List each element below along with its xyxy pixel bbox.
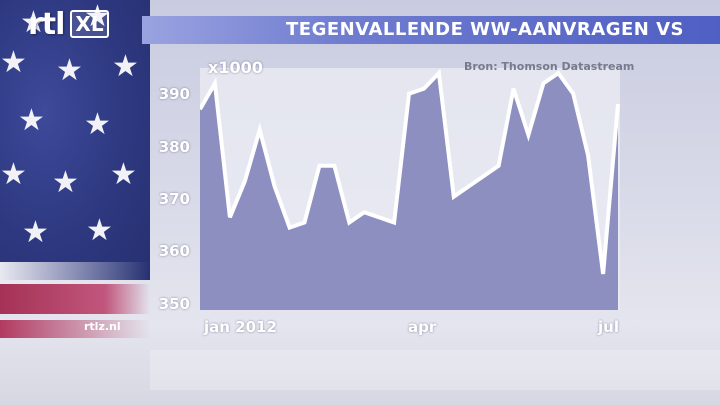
y-tick-label: 390 (158, 85, 190, 103)
logo-xl-badge: XL (70, 10, 109, 38)
flag-stripe-white (0, 262, 150, 284)
star-icon: ★ (0, 45, 27, 80)
y-tick-label: 380 (158, 138, 190, 156)
star-icon: ★ (84, 107, 111, 142)
series-area (200, 73, 618, 310)
background-stripe (150, 350, 720, 390)
y-axis-unit-label: x1000 (208, 58, 263, 77)
footer-bar (0, 320, 150, 338)
star-icon: ★ (110, 157, 137, 192)
y-tick-label: 370 (158, 190, 190, 208)
star-icon: ★ (20, 5, 47, 40)
chart-title: TEGENVALLENDE WW-AANVRAGEN VS (286, 19, 684, 40)
y-tick-label: 350 (158, 295, 190, 313)
x-tick-label: jul (598, 318, 619, 336)
star-icon: ★ (22, 215, 49, 250)
title-bar: TEGENVALLENDE WW-AANVRAGEN VS (142, 16, 720, 44)
x-tick-label: jan 2012 (204, 318, 277, 336)
logo-rtl-text: rtl (28, 6, 65, 42)
site-url-label[interactable]: rtlz.nl (84, 320, 121, 333)
star-icon: ★ (86, 213, 113, 248)
star-icon: ★ (84, 0, 111, 34)
star-icon: ★ (52, 165, 79, 200)
flag-stripe-red (0, 284, 150, 314)
chart-plot (200, 68, 620, 310)
chart-panel (200, 68, 620, 310)
star-icon: ★ (0, 157, 27, 192)
y-tick-label: 360 (158, 242, 190, 260)
x-tick-label: apr (408, 318, 437, 336)
source-label: Bron: Thomson Datastream (464, 60, 635, 73)
star-icon: ★ (56, 53, 83, 88)
star-icon: ★ (18, 103, 45, 138)
flag-canton (0, 0, 150, 280)
star-icon: ★ (112, 49, 139, 84)
rtlxl-logo: rtl XL (28, 6, 109, 42)
